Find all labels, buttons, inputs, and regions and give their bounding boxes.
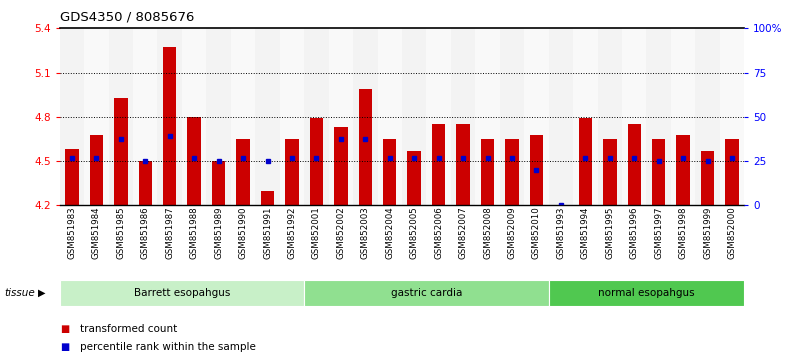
Text: GSM851984: GSM851984: [92, 207, 101, 259]
Text: GSM852007: GSM852007: [458, 207, 467, 259]
Text: transformed count: transformed count: [80, 324, 177, 334]
Text: GSM851985: GSM851985: [116, 207, 125, 259]
Bar: [548, 280, 744, 306]
Text: GSM851995: GSM851995: [605, 207, 615, 259]
Bar: [329, 28, 353, 205]
Bar: [622, 28, 646, 205]
Bar: [139, 161, 152, 205]
Bar: [358, 89, 372, 205]
Text: GSM851991: GSM851991: [263, 207, 272, 259]
Text: GDS4350 / 8085676: GDS4350 / 8085676: [60, 11, 194, 24]
Text: GSM851997: GSM851997: [654, 207, 663, 259]
Bar: [505, 139, 519, 205]
Text: GSM851986: GSM851986: [141, 207, 150, 259]
Bar: [408, 151, 421, 205]
Bar: [383, 139, 396, 205]
Bar: [353, 28, 377, 205]
Bar: [60, 28, 84, 205]
Text: GSM852001: GSM852001: [312, 207, 321, 259]
Bar: [696, 28, 720, 205]
Bar: [206, 28, 231, 205]
Bar: [114, 98, 127, 205]
Bar: [90, 135, 103, 205]
Bar: [720, 28, 744, 205]
Text: ■: ■: [60, 324, 69, 334]
Text: GSM852010: GSM852010: [532, 207, 541, 259]
Text: gastric cardia: gastric cardia: [391, 288, 462, 298]
Bar: [60, 280, 304, 306]
Bar: [261, 190, 275, 205]
Text: GSM851987: GSM851987: [166, 207, 174, 259]
Bar: [451, 28, 475, 205]
Bar: [432, 124, 446, 205]
Text: ■: ■: [60, 342, 69, 352]
Bar: [579, 118, 592, 205]
Bar: [158, 28, 182, 205]
Bar: [236, 139, 250, 205]
Bar: [182, 28, 206, 205]
Text: GSM852006: GSM852006: [434, 207, 443, 259]
Text: GSM851998: GSM851998: [679, 207, 688, 259]
Bar: [627, 124, 641, 205]
Bar: [108, 28, 133, 205]
Text: GSM852004: GSM852004: [385, 207, 394, 259]
Bar: [285, 139, 298, 205]
Bar: [548, 28, 573, 205]
Bar: [700, 151, 714, 205]
Bar: [187, 117, 201, 205]
Bar: [603, 139, 617, 205]
Text: ▶: ▶: [38, 288, 45, 298]
Text: GSM852005: GSM852005: [410, 207, 419, 259]
Bar: [481, 139, 494, 205]
Text: GSM851989: GSM851989: [214, 207, 223, 259]
Text: GSM851993: GSM851993: [556, 207, 565, 259]
Text: GSM851990: GSM851990: [239, 207, 248, 259]
Text: percentile rank within the sample: percentile rank within the sample: [80, 342, 256, 352]
Bar: [256, 28, 279, 205]
Text: GSM852003: GSM852003: [361, 207, 370, 259]
Text: GSM851999: GSM851999: [703, 207, 712, 259]
Bar: [212, 161, 225, 205]
Bar: [279, 28, 304, 205]
Bar: [725, 139, 739, 205]
Bar: [529, 135, 543, 205]
Bar: [677, 135, 690, 205]
Bar: [525, 28, 548, 205]
Text: GSM851994: GSM851994: [581, 207, 590, 259]
Bar: [377, 28, 402, 205]
Bar: [310, 118, 323, 205]
Text: normal esopahgus: normal esopahgus: [598, 288, 695, 298]
Bar: [456, 124, 470, 205]
Bar: [652, 139, 665, 205]
Bar: [427, 28, 451, 205]
Text: GSM851983: GSM851983: [68, 207, 76, 259]
Bar: [573, 28, 598, 205]
Bar: [304, 28, 329, 205]
Text: GSM852008: GSM852008: [483, 207, 492, 259]
Bar: [500, 28, 525, 205]
Text: tissue: tissue: [4, 288, 35, 298]
Bar: [646, 28, 671, 205]
Bar: [402, 28, 427, 205]
Text: GSM852000: GSM852000: [728, 207, 736, 259]
Bar: [475, 28, 500, 205]
Text: GSM851988: GSM851988: [189, 207, 199, 259]
Bar: [334, 127, 348, 205]
Text: GSM851992: GSM851992: [287, 207, 296, 259]
Text: GSM852009: GSM852009: [508, 207, 517, 259]
Text: GSM852002: GSM852002: [337, 207, 345, 259]
Bar: [671, 28, 696, 205]
Text: Barrett esopahgus: Barrett esopahgus: [134, 288, 230, 298]
Bar: [133, 28, 158, 205]
Text: GSM851996: GSM851996: [630, 207, 638, 259]
Bar: [231, 28, 256, 205]
Bar: [598, 28, 622, 205]
Bar: [304, 280, 548, 306]
Bar: [163, 47, 177, 205]
Bar: [84, 28, 108, 205]
Bar: [65, 149, 79, 205]
